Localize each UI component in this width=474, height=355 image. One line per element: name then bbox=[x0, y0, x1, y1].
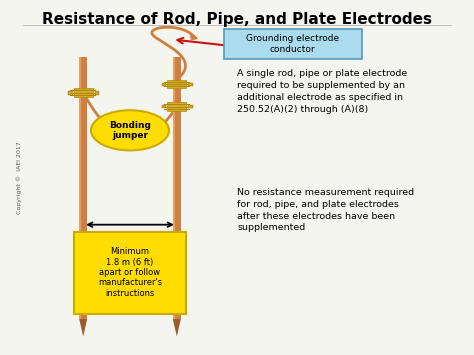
Bar bbox=[79, 57, 87, 319]
Bar bbox=[70, 95, 96, 96]
Bar bbox=[164, 104, 190, 105]
Text: Copyright ©  IAEI 2017: Copyright © IAEI 2017 bbox=[17, 141, 22, 214]
Text: A single rod, pipe or plate electrode
required to be supplemented by an
addition: A single rod, pipe or plate electrode re… bbox=[237, 69, 407, 114]
Bar bbox=[164, 84, 190, 85]
Bar bbox=[164, 82, 190, 83]
Bar bbox=[95, 92, 99, 94]
FancyBboxPatch shape bbox=[74, 232, 186, 314]
Bar bbox=[164, 109, 190, 110]
Bar bbox=[188, 83, 193, 86]
Bar bbox=[167, 80, 186, 88]
Bar bbox=[164, 106, 190, 108]
Bar bbox=[68, 92, 73, 94]
Bar bbox=[162, 105, 166, 109]
Bar bbox=[164, 86, 190, 87]
FancyBboxPatch shape bbox=[224, 29, 362, 59]
Bar bbox=[162, 83, 166, 86]
Polygon shape bbox=[173, 319, 181, 337]
Text: Minimum
1.8 m (6 ft)
apart or follow
manufacturer's
instructions: Minimum 1.8 m (6 ft) apart or follow man… bbox=[98, 247, 162, 298]
Text: No resistance measurement required
for rod, pipe, and plate electrodes
after the: No resistance measurement required for r… bbox=[237, 188, 414, 233]
Bar bbox=[188, 105, 193, 109]
Ellipse shape bbox=[91, 110, 169, 151]
Text: Bonding
jumper: Bonding jumper bbox=[109, 121, 151, 140]
Bar bbox=[79, 57, 81, 319]
Bar bbox=[70, 91, 96, 92]
Polygon shape bbox=[79, 319, 87, 337]
Bar bbox=[173, 57, 175, 319]
Bar bbox=[70, 93, 96, 94]
Bar bbox=[167, 102, 186, 111]
Text: Grounding electrode
conductor: Grounding electrode conductor bbox=[246, 34, 339, 54]
Bar bbox=[173, 57, 181, 319]
Bar bbox=[74, 88, 92, 97]
Text: Resistance of Rod, Pipe, and Plate Electrodes: Resistance of Rod, Pipe, and Plate Elect… bbox=[42, 11, 432, 27]
